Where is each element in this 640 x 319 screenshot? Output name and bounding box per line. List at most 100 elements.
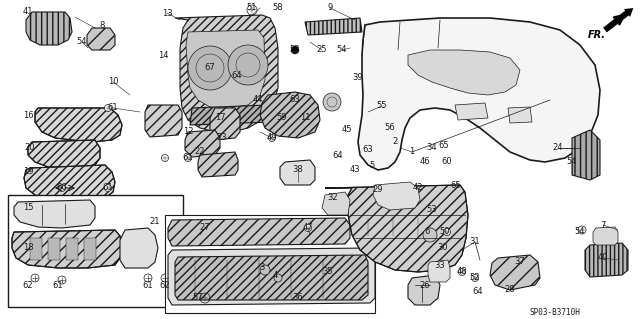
Polygon shape (210, 108, 240, 140)
Circle shape (58, 276, 66, 284)
Text: 66: 66 (56, 183, 67, 192)
Text: 17: 17 (214, 114, 225, 122)
Polygon shape (35, 108, 122, 142)
Text: 31: 31 (470, 238, 480, 247)
Circle shape (260, 265, 270, 275)
Text: 56: 56 (385, 123, 396, 132)
Text: 62: 62 (160, 280, 170, 290)
Text: 65: 65 (451, 181, 461, 189)
Bar (165, 215, 375, 313)
Polygon shape (280, 160, 315, 185)
Text: 55: 55 (377, 101, 387, 110)
Polygon shape (190, 105, 270, 125)
Text: 51: 51 (247, 4, 257, 12)
Circle shape (161, 154, 168, 161)
Text: 28: 28 (505, 286, 515, 294)
Text: 12: 12 (183, 128, 193, 137)
Polygon shape (305, 18, 362, 35)
Text: 36: 36 (292, 293, 303, 302)
Text: 62: 62 (22, 280, 33, 290)
Text: 22: 22 (195, 147, 205, 157)
Polygon shape (168, 248, 375, 305)
Text: 9: 9 (328, 4, 333, 12)
Polygon shape (175, 15, 278, 132)
Circle shape (184, 154, 191, 161)
Text: 64: 64 (333, 151, 343, 160)
Text: 50: 50 (440, 227, 451, 236)
Text: 59: 59 (276, 114, 287, 122)
Text: 10: 10 (108, 78, 118, 86)
Text: 7: 7 (600, 220, 605, 229)
Text: 42: 42 (413, 183, 423, 192)
Polygon shape (185, 130, 220, 157)
Text: 67: 67 (205, 63, 216, 72)
Text: 25: 25 (317, 46, 327, 55)
Text: 48: 48 (457, 268, 467, 277)
Text: 53: 53 (427, 205, 437, 214)
Text: 52: 52 (470, 273, 480, 283)
Text: 15: 15 (23, 204, 33, 212)
Text: 64: 64 (232, 70, 243, 79)
Text: 34: 34 (427, 144, 437, 152)
Circle shape (472, 275, 479, 281)
Text: 38: 38 (292, 166, 303, 174)
Polygon shape (408, 50, 520, 95)
Polygon shape (26, 12, 72, 45)
Text: 44: 44 (253, 95, 263, 105)
Text: 8: 8 (99, 20, 105, 29)
Text: 40: 40 (598, 254, 608, 263)
Polygon shape (455, 103, 488, 120)
Polygon shape (585, 243, 628, 277)
Text: 39: 39 (353, 73, 364, 83)
Circle shape (228, 45, 268, 85)
Text: 54: 54 (337, 46, 348, 55)
Text: 18: 18 (22, 243, 33, 253)
Text: 29: 29 (372, 186, 383, 195)
Text: 21: 21 (150, 218, 160, 226)
Text: 41: 41 (23, 8, 33, 17)
Text: 13: 13 (162, 9, 172, 18)
Text: 23: 23 (217, 133, 227, 143)
Circle shape (104, 105, 111, 112)
Polygon shape (572, 130, 600, 180)
Polygon shape (593, 227, 618, 245)
Polygon shape (508, 107, 532, 123)
Text: 27: 27 (200, 224, 211, 233)
Polygon shape (66, 238, 78, 260)
Text: 2: 2 (392, 137, 397, 146)
Text: 65: 65 (438, 140, 449, 150)
Polygon shape (325, 185, 468, 272)
FancyArrow shape (603, 8, 634, 32)
Circle shape (161, 274, 169, 282)
Bar (8, 195, 183, 307)
Circle shape (58, 184, 65, 191)
Polygon shape (175, 255, 368, 300)
Polygon shape (428, 260, 450, 282)
Text: 61: 61 (108, 103, 118, 113)
Text: 58: 58 (273, 4, 284, 12)
Polygon shape (358, 18, 600, 170)
Text: 32: 32 (328, 194, 339, 203)
Polygon shape (198, 152, 238, 177)
Circle shape (188, 46, 232, 90)
Text: 3: 3 (259, 263, 265, 272)
Text: 6: 6 (424, 227, 429, 236)
Text: 35: 35 (323, 268, 333, 277)
Text: 52: 52 (290, 46, 300, 55)
Text: 11: 11 (300, 114, 310, 122)
Text: 20: 20 (25, 144, 35, 152)
Polygon shape (12, 230, 122, 268)
Text: 63: 63 (363, 145, 373, 154)
Polygon shape (14, 200, 95, 228)
Text: 57: 57 (193, 293, 204, 302)
Polygon shape (48, 238, 60, 260)
Circle shape (291, 46, 299, 54)
Text: 14: 14 (157, 50, 168, 60)
Polygon shape (87, 28, 115, 50)
Text: FR.: FR. (588, 30, 606, 40)
Text: 37: 37 (515, 257, 525, 266)
Text: 33: 33 (435, 261, 445, 270)
Text: SP03-B3710H: SP03-B3710H (530, 308, 581, 317)
Circle shape (269, 135, 275, 142)
Polygon shape (490, 255, 540, 290)
